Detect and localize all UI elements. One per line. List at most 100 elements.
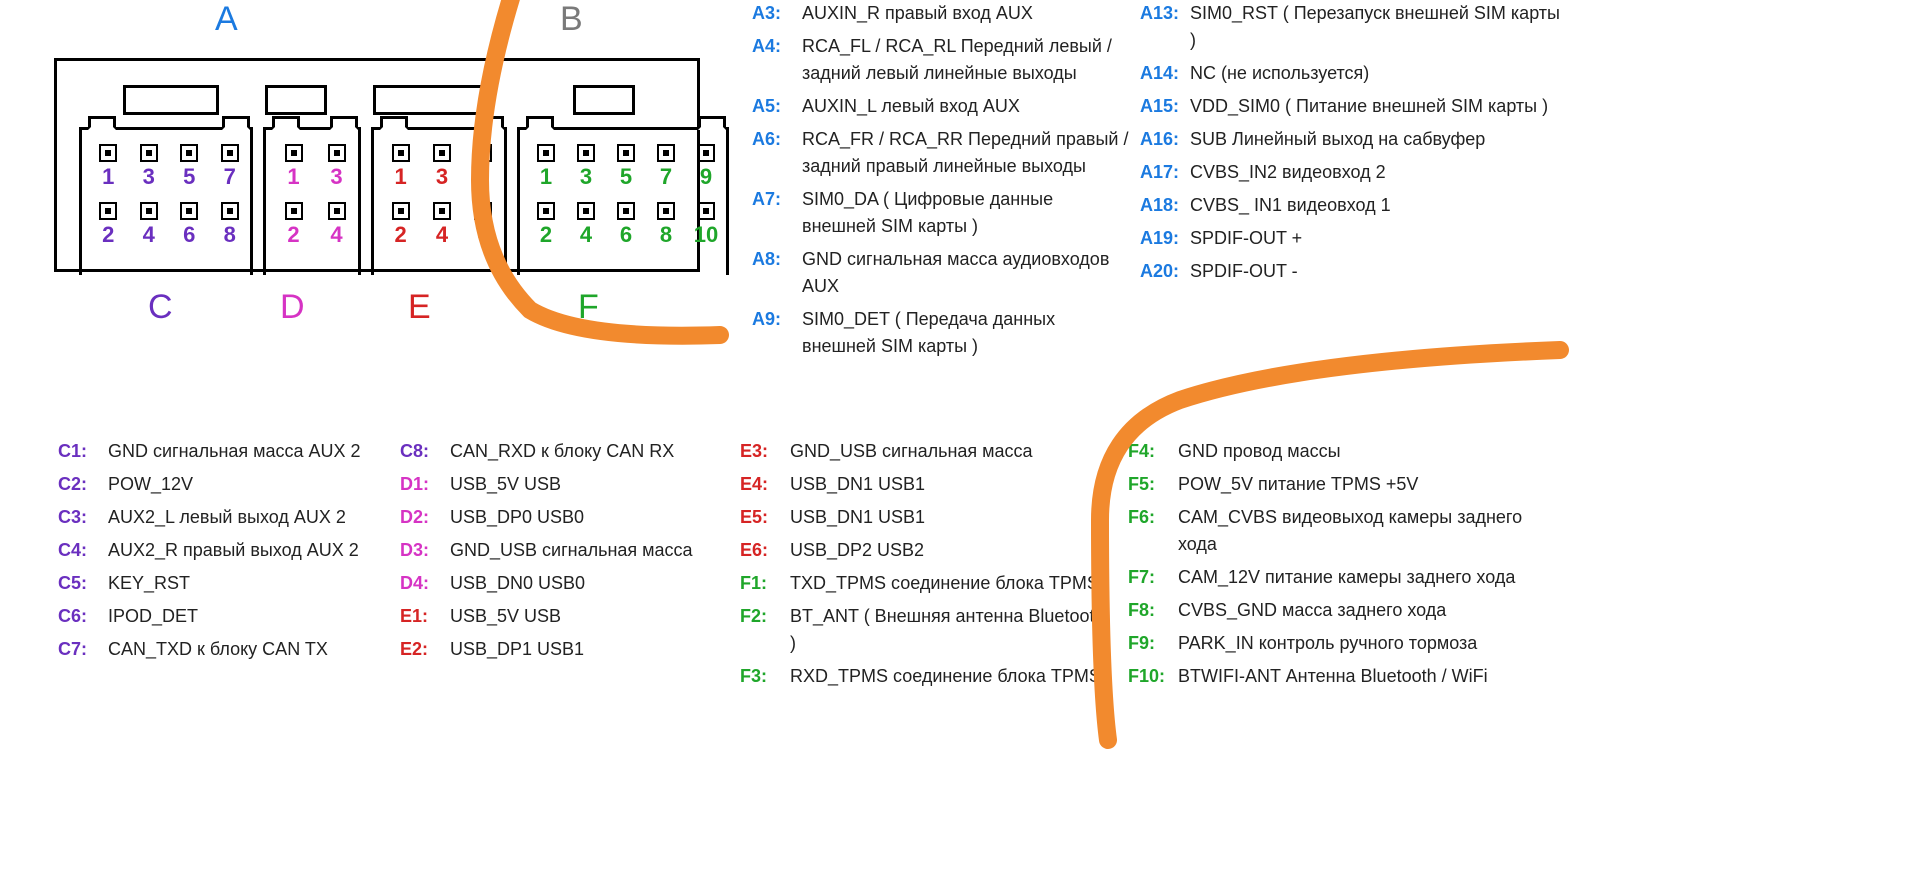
desc-key: F3: bbox=[740, 663, 790, 690]
desc-value: TXD_TPMS соединение блока TPMS bbox=[790, 570, 1099, 597]
desc-key: A18: bbox=[1140, 192, 1190, 219]
desc-row: F6:CAM_CVBS видеовыход камеры заднего хо… bbox=[1128, 504, 1548, 558]
section-label-D: D bbox=[280, 288, 305, 327]
desc-row: D3:GND_USB сигнальная масса bbox=[400, 537, 700, 564]
desc-key: F8: bbox=[1128, 597, 1178, 624]
desc-row: A16:SUB Линейный выход на сабвуфер bbox=[1140, 126, 1560, 153]
desc-row: E2:USB_DP1 USB1 bbox=[400, 636, 700, 663]
desc-key: C3: bbox=[58, 504, 108, 531]
desc-row: A19:SPDIF-OUT + bbox=[1140, 225, 1560, 252]
connector-slot bbox=[573, 85, 635, 115]
desc-value: USB_5V USB bbox=[450, 603, 561, 630]
desc-value: GND сигнальная масса AUX 2 bbox=[108, 438, 361, 465]
connector-block-D: 1324 bbox=[263, 127, 361, 275]
desc-value: SUB Линейный выход на сабвуфер bbox=[1190, 126, 1485, 153]
desc-row: A3:AUXIN_R правый вход AUX bbox=[752, 0, 1132, 27]
pin-F3: 3 bbox=[566, 144, 606, 190]
desc-row: F4:GND провод массы bbox=[1128, 438, 1548, 465]
pin-D1: 1 bbox=[272, 144, 315, 190]
desc-row: D2:USB_DP0 USB0 bbox=[400, 504, 700, 531]
desc-key: A20: bbox=[1140, 258, 1190, 285]
pin-E5: 5 bbox=[463, 144, 504, 190]
desc-section-A_left: A3:AUXIN_R правый вход AUXA4:RCA_FL / RC… bbox=[752, 0, 1132, 366]
pin-D2: 2 bbox=[272, 202, 315, 248]
pin-C2: 2 bbox=[88, 202, 129, 248]
desc-key: C4: bbox=[58, 537, 108, 564]
pin-F4: 4 bbox=[566, 202, 606, 248]
desc-row: A15:VDD_SIM0 ( Питание внешней SIM карты… bbox=[1140, 93, 1560, 120]
desc-value: RCA_FL / RCA_RL Передний левый / задний … bbox=[802, 33, 1132, 87]
desc-value: NC (не используется) bbox=[1190, 60, 1369, 87]
connector-frame: 13572468132413524613579246810 bbox=[54, 58, 700, 272]
desc-row: F2:BT_ANT ( Внешняя антенна Bluetooth ) bbox=[740, 603, 1110, 657]
desc-row: A17:CVBS_IN2 видеовход 2 bbox=[1140, 159, 1560, 186]
pin-E4: 4 bbox=[421, 202, 462, 248]
pin-F2: 2 bbox=[526, 202, 566, 248]
desc-key: E2: bbox=[400, 636, 450, 663]
desc-key: A3: bbox=[752, 0, 802, 27]
desc-row: A6:RCA_FR / RCA_RR Передний правый / зад… bbox=[752, 126, 1132, 180]
desc-key: D2: bbox=[400, 504, 450, 531]
desc-key: A17: bbox=[1140, 159, 1190, 186]
desc-key: C8: bbox=[400, 438, 450, 465]
connector-slot bbox=[373, 85, 491, 115]
pin-C5: 5 bbox=[169, 144, 210, 190]
desc-key: F9: bbox=[1128, 630, 1178, 657]
desc-value: AUXIN_R правый вход AUX bbox=[802, 0, 1033, 27]
desc-row: A7:SIM0_DA ( Цифровые данные внешней SIM… bbox=[752, 186, 1132, 240]
pin-F6: 6 bbox=[606, 202, 646, 248]
desc-key: D1: bbox=[400, 471, 450, 498]
desc-value: CAN_TXD к блоку CAN TX bbox=[108, 636, 328, 663]
desc-value: SIM0_RST ( Перезапуск внешней SIM карты … bbox=[1190, 0, 1560, 54]
pin-F5: 5 bbox=[606, 144, 646, 190]
desc-key: A14: bbox=[1140, 60, 1190, 87]
desc-value: AUXIN_L левый вход AUX bbox=[802, 93, 1020, 120]
desc-row: F7:CAM_12V питание камеры заднего хода bbox=[1128, 564, 1548, 591]
desc-key: E4: bbox=[740, 471, 790, 498]
desc-value: AUX2_L левый выход AUX 2 bbox=[108, 504, 346, 531]
desc-row: E1:USB_5V USB bbox=[400, 603, 700, 630]
desc-row: E5:USB_DN1 USB1 bbox=[740, 504, 1110, 531]
connector-block-C: 13572468 bbox=[79, 127, 253, 275]
pin-F1: 1 bbox=[526, 144, 566, 190]
desc-value: CAN_RXD к блоку CAN RX bbox=[450, 438, 674, 465]
desc-section-E: E3:GND_USB сигнальная масса E4:USB_DN1 US… bbox=[740, 438, 1110, 696]
desc-row: A14:NC (не используется) bbox=[1140, 60, 1560, 87]
desc-key: A5: bbox=[752, 93, 802, 120]
desc-row: E3:GND_USB сигнальная масса bbox=[740, 438, 1110, 465]
pin-E6: 6 bbox=[463, 202, 504, 248]
desc-row: F1:TXD_TPMS соединение блока TPMS bbox=[740, 570, 1110, 597]
desc-row: C8:CAN_RXD к блоку CAN RX bbox=[400, 438, 700, 465]
desc-key: F4: bbox=[1128, 438, 1178, 465]
desc-key: F6: bbox=[1128, 504, 1178, 531]
desc-value: USB_DP1 USB1 bbox=[450, 636, 584, 663]
desc-row: E4:USB_DN1 USB1 bbox=[740, 471, 1110, 498]
desc-row: A20:SPDIF-OUT - bbox=[1140, 258, 1560, 285]
connector-block-F: 13579246810 bbox=[517, 127, 729, 275]
desc-key: D3: bbox=[400, 537, 450, 564]
desc-key: C5: bbox=[58, 570, 108, 597]
desc-value: SPDIF-OUT + bbox=[1190, 225, 1302, 252]
desc-value: GND провод массы bbox=[1178, 438, 1341, 465]
desc-row: C5:KEY_RST bbox=[58, 570, 378, 597]
pin-F9: 9 bbox=[686, 144, 726, 190]
desc-row: A8:GND сигнальная масса аудиовходов AUX bbox=[752, 246, 1132, 300]
desc-row: C3:AUX2_L левый выход AUX 2 bbox=[58, 504, 378, 531]
desc-key: F10: bbox=[1128, 663, 1178, 690]
section-label-B: B bbox=[560, 0, 583, 39]
pin-C4: 4 bbox=[129, 202, 170, 248]
desc-key: C2: bbox=[58, 471, 108, 498]
desc-key: A19: bbox=[1140, 225, 1190, 252]
desc-key: A6: bbox=[752, 126, 802, 153]
desc-value: SPDIF-OUT - bbox=[1190, 258, 1298, 285]
desc-key: C1: bbox=[58, 438, 108, 465]
desc-key: A15: bbox=[1140, 93, 1190, 120]
desc-key: F7: bbox=[1128, 564, 1178, 591]
pin-E3: 3 bbox=[421, 144, 462, 190]
desc-value: VDD_SIM0 ( Питание внешней SIM карты ) bbox=[1190, 93, 1548, 120]
connector-slot bbox=[123, 85, 219, 115]
desc-row: A13:SIM0_RST ( Перезапуск внешней SIM ка… bbox=[1140, 0, 1560, 54]
desc-value: GND сигнальная масса аудиовходов AUX bbox=[802, 246, 1132, 300]
pin-C3: 3 bbox=[129, 144, 170, 190]
desc-value: USB_DN1 USB1 bbox=[790, 471, 925, 498]
